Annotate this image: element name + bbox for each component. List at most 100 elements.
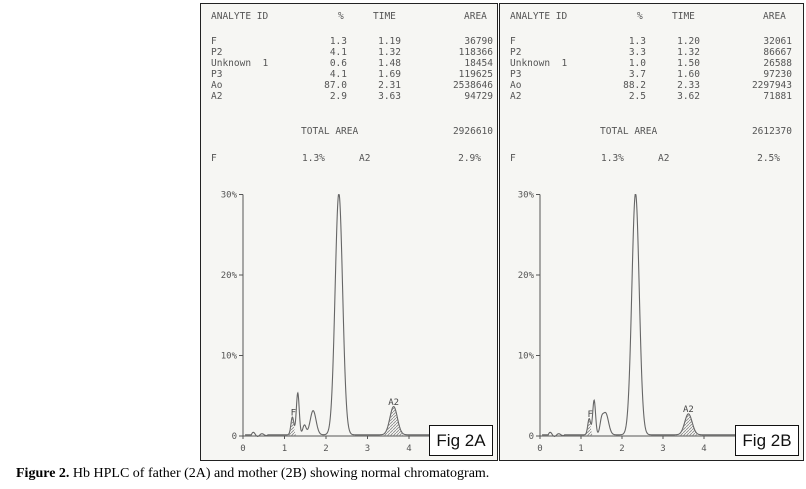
row-time: 2.33 (677, 80, 700, 91)
y-tick-label: 20% (518, 271, 535, 281)
y-tick-label: 20% (221, 271, 238, 281)
row-time: 3.62 (677, 91, 700, 102)
header-area: AREA (763, 11, 786, 22)
header-percent: % (637, 11, 643, 22)
y-tick-label: 0 (529, 432, 534, 442)
figure-label: Fig 2A (429, 425, 493, 456)
row-percent: 1.3 (329, 36, 347, 47)
row-id: Ao (211, 80, 223, 91)
cropped-text-fragment (298, 0, 408, 2)
peak-label: F (587, 410, 592, 420)
row-area: 32061 (763, 36, 792, 47)
total-area-label: TOTAL AREA (600, 126, 658, 137)
row-percent: 2.5 (628, 91, 646, 102)
row-percent: 2.9 (329, 91, 347, 102)
total-area-value: 2612370 (751, 126, 792, 137)
header-analyte-id: ANALYTE ID (510, 11, 568, 22)
row-percent: 88.2 (623, 80, 646, 91)
row-area: 86667 (763, 47, 792, 58)
peak-label: A2 (388, 398, 399, 408)
header-analyte-id: ANALYTE ID (211, 11, 269, 22)
row-id: A2 (510, 91, 522, 102)
y-tick-label: 10% (221, 352, 238, 362)
y-tick-label: 30% (518, 191, 535, 201)
row-time: 1.69 (378, 69, 401, 80)
header-percent: % (338, 11, 344, 22)
total-area-label: TOTAL AREA (301, 126, 359, 137)
x-tick-label: 4 (406, 444, 411, 454)
chromatogram-trace (245, 193, 453, 437)
row-time: 1.19 (378, 36, 401, 47)
row-percent: 4.1 (329, 47, 347, 58)
row-id: Ao (510, 80, 522, 91)
row-area: 119625 (458, 69, 493, 80)
row-percent: 1.3 (628, 36, 646, 47)
peak-a2-fill (384, 407, 403, 436)
figure-caption: Figure 2. Hb HPLC of father (2A) and mot… (16, 466, 489, 482)
row-area: 18454 (464, 58, 493, 69)
summary-a2-label: A2 (658, 153, 670, 164)
x-tick-label: 1 (282, 444, 287, 454)
summary-f-label: F (211, 153, 217, 164)
chromatogram-chart: 0 10% 20% 30% 0 1 2 3 4 F A2 (221, 191, 459, 454)
row-percent: 0.6 (329, 58, 347, 69)
x-tick-label: 0 (240, 444, 245, 454)
header-time: TIME (672, 11, 695, 22)
row-time: 1.60 (677, 69, 700, 80)
row-id: P2 (510, 47, 522, 58)
x-tick-label: 2 (323, 444, 328, 454)
row-time: 1.32 (378, 47, 401, 58)
x-tick-label: 2 (619, 444, 624, 454)
row-time: 1.48 (378, 58, 401, 69)
row-percent: 87.0 (324, 80, 347, 91)
row-time: 3.63 (378, 91, 401, 102)
peak-f-fill (585, 419, 593, 436)
summary-a2-label: A2 (359, 153, 371, 164)
row-id: P2 (211, 47, 223, 58)
row-area: 97230 (763, 69, 792, 80)
caption-text: Hb HPLC of father (2A) and mother (2B) s… (69, 466, 490, 481)
row-id: Unknown 1 (510, 58, 568, 69)
header-time: TIME (373, 11, 396, 22)
peak-label: F (291, 408, 296, 418)
row-percent: 3.3 (628, 47, 646, 58)
row-id: F (211, 36, 217, 47)
row-id: A2 (211, 91, 223, 102)
row-time: 1.20 (677, 36, 700, 47)
row-id: F (510, 36, 516, 47)
peak-a2-fill (679, 415, 698, 436)
row-id: Unknown 1 (211, 58, 269, 69)
x-tick-label: 1 (578, 444, 583, 454)
chromatogram-chart: 0 10% 20% 30% 0 1 2 3 4 F A2 (518, 191, 754, 454)
header-area: AREA (464, 11, 487, 22)
row-id: P3 (211, 69, 223, 80)
x-tick-label: 0 (537, 444, 542, 454)
x-tick-label: 3 (365, 444, 370, 454)
y-tick-label: 0 (232, 432, 237, 442)
row-percent: 1.0 (628, 58, 646, 69)
summary-a2-value: 2.9% (458, 153, 481, 164)
row-area: 94729 (464, 91, 493, 102)
x-tick-label: 4 (701, 444, 706, 454)
row-time: 1.32 (677, 47, 700, 58)
figure-label: Fig 2B (735, 425, 799, 456)
row-percent: 3.7 (628, 69, 646, 80)
total-area-value: 2926610 (452, 126, 493, 137)
summary-f-value: 1.3% (601, 153, 624, 164)
row-time: 1.50 (677, 58, 700, 69)
x-tick-label: 3 (660, 444, 665, 454)
row-area: 118366 (458, 47, 493, 58)
peak-f-fill (288, 418, 297, 436)
caption-label: Figure 2. (16, 466, 70, 481)
summary-a2-value: 2.5% (757, 153, 780, 164)
row-area: 71881 (763, 91, 792, 102)
summary-f-label: F (510, 153, 516, 164)
panel-fig-2b: ANALYTE ID % TIME AREA F 1.3 1.20 32061 … (499, 3, 804, 461)
row-area: 36790 (464, 36, 493, 47)
peak-label: A2 (683, 405, 694, 415)
row-area: 2297943 (751, 80, 792, 91)
row-area: 2538646 (452, 80, 493, 91)
y-tick-label: 30% (221, 191, 238, 201)
summary-f-value: 1.3% (302, 153, 325, 164)
row-id: P3 (510, 69, 522, 80)
